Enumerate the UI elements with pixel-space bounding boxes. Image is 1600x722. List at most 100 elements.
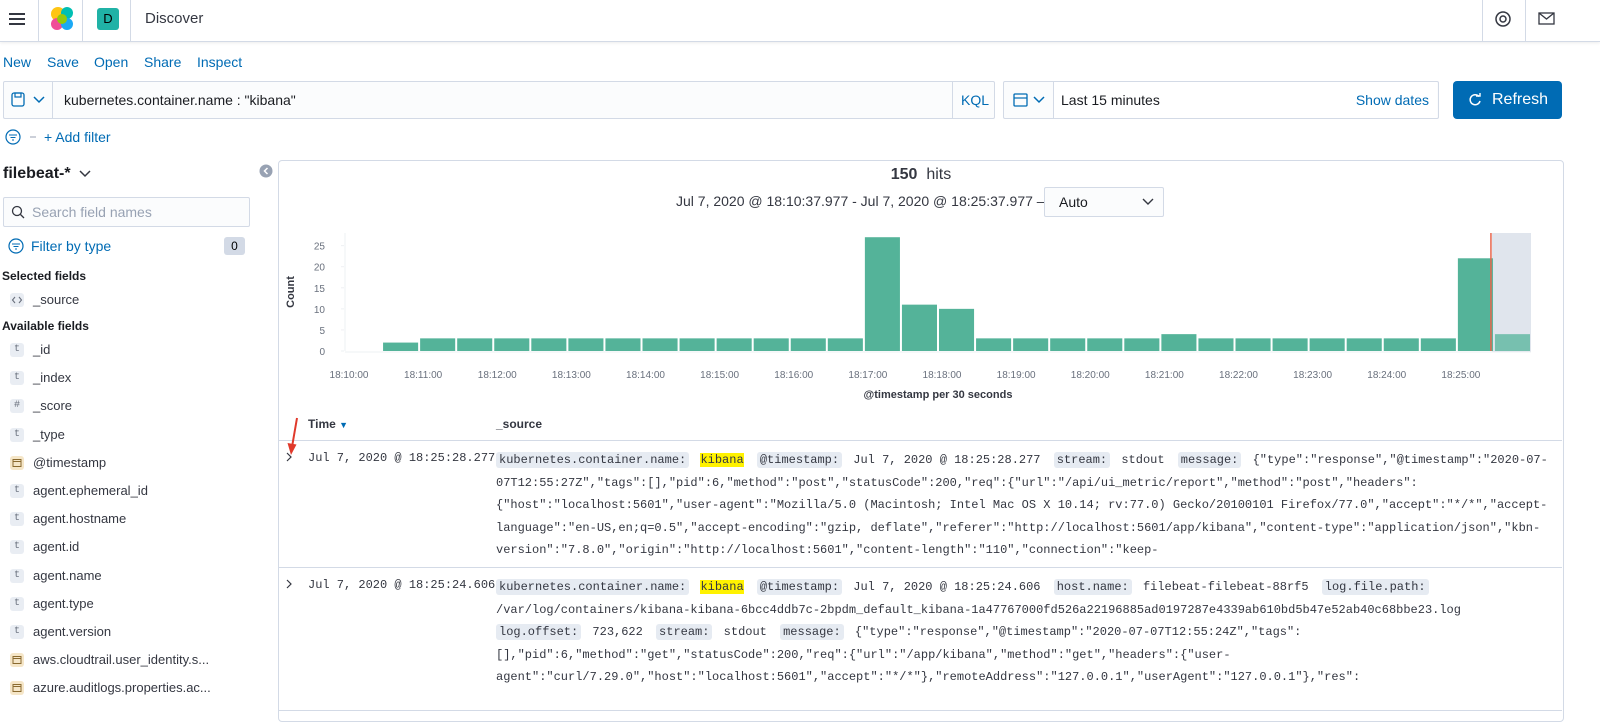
search-placeholder: Search field names <box>32 204 152 220</box>
field-name: azure.auditlogs.properties.ac... <box>33 680 211 696</box>
sort-icon[interactable]: ▼ <box>339 420 349 430</box>
field-item[interactable]: t agent.id <box>0 536 270 558</box>
field-item[interactable]: t _id <box>0 339 270 361</box>
index-pattern[interactable]: filebeat-* <box>3 165 71 182</box>
field-type-icon: t <box>10 427 24 442</box>
query-language-button[interactable]: KQL <box>961 92 990 108</box>
bar <box>568 338 604 351</box>
field-type-icon: t <box>10 568 24 583</box>
page-title: Discover <box>145 10 204 27</box>
field-item[interactable]: @timestamp <box>0 452 270 474</box>
field-key: stream: <box>656 624 713 641</box>
filter-by-type-button[interactable]: Filter by type <box>31 238 112 254</box>
bar <box>605 338 641 351</box>
x-tick-label: 18:13:00 <box>552 370 591 381</box>
refresh-button[interactable]: Refresh <box>1453 81 1562 119</box>
add-filter-button[interactable]: + Add filter <box>44 129 111 145</box>
field-item[interactable]: azure.auditlogs.properties.ac... <box>0 677 270 699</box>
field-type-icon: t <box>10 484 24 498</box>
bar <box>642 338 678 351</box>
field-type-icon: t <box>10 596 24 611</box>
logo[interactable] <box>49 5 75 33</box>
menu-item[interactable]: Inspect <box>197 54 243 70</box>
field-item[interactable]: aws.cloudtrail.user_identity.s... <box>0 649 270 671</box>
refresh-label: Refresh <box>1492 91 1549 108</box>
field-type-icon: # <box>10 399 24 414</box>
mail-icon[interactable] <box>1538 11 1556 27</box>
bar <box>1383 338 1419 351</box>
field-name: agent.name <box>33 567 102 583</box>
bar <box>420 338 456 351</box>
saved-query-button[interactable] <box>10 91 50 109</box>
query-bar: kubernetes.container.name : "kibana" KQL <box>3 81 995 119</box>
chevron <box>286 579 292 589</box>
quick-menu-button[interactable] <box>1012 91 1052 109</box>
x-tick-label: 18:12:00 <box>478 370 517 381</box>
field-item[interactable]: t agent.name <box>0 565 270 587</box>
x-tick-label: 18:15:00 <box>700 370 739 381</box>
field-search[interactable]: Search field names <box>3 197 250 227</box>
index-pattern-chevron[interactable] <box>78 168 92 180</box>
bar <box>531 338 567 351</box>
doc-source: kubernetes.container.name: kibana @times… <box>496 449 1556 562</box>
field-list: _source t _id t _index # _score t _type @timestam… <box>0 0 275 710</box>
doc-source: kubernetes.container.name: kibana @times… <box>496 576 1556 689</box>
bar <box>383 342 419 351</box>
field-key: kubernetes.container.name: <box>496 452 690 468</box>
bar <box>679 338 715 351</box>
x-tick-label: 18:17:00 <box>848 370 887 381</box>
date-picker: Last 15 minutes Show dates <box>1003 81 1439 119</box>
space-badge[interactable]: D <box>97 8 119 30</box>
bar <box>1198 338 1234 351</box>
field-key: message: <box>1177 452 1242 468</box>
menu-item[interactable]: Save <box>47 54 79 70</box>
date-range <box>1053 82 1437 118</box>
field-name: _source <box>33 292 80 307</box>
field-item[interactable]: _source <box>0 289 270 311</box>
x-tick-label: 18:19:00 <box>997 370 1036 381</box>
expand-row-button[interactable] <box>283 578 295 590</box>
field-item[interactable]: t agent.ephemeral_id <box>0 480 270 502</box>
field-type-icon <box>10 293 24 307</box>
field-value: {"type":"response","@timestamp":"2020-07… <box>496 625 1361 685</box>
field-value: Jul 7, 2020 @ 18:25:28.277 <box>853 453 1041 467</box>
field-type-icon: t <box>10 625 24 639</box>
menu-item[interactable]: New <box>3 54 32 70</box>
expand-row-button[interactable] <box>283 451 295 463</box>
field-name: agent.version <box>33 624 112 639</box>
top-nav: D Discover <box>0 0 1600 42</box>
field-item[interactable]: t agent.hostname <box>0 508 270 530</box>
x-tick-label: 18:20:00 <box>1071 370 1110 381</box>
bar <box>1272 338 1308 351</box>
menu-item[interactable]: Open <box>94 54 129 70</box>
menu-button[interactable] <box>8 10 26 28</box>
interval-select[interactable]: Auto <box>1044 187 1164 217</box>
icon-glyph <box>12 656 22 665</box>
field-item[interactable]: t _type <box>0 424 270 446</box>
query-input[interactable]: kubernetes.container.name : "kibana" <box>64 92 296 108</box>
field-item[interactable]: # _score <box>0 395 270 417</box>
time-range[interactable]: Last 15 minutes <box>1061 92 1160 108</box>
field-value: stdout <box>723 625 767 640</box>
hits-label: hits <box>926 166 952 183</box>
field-name: _score <box>33 398 73 414</box>
column-header[interactable]: Time ▼ <box>308 415 348 434</box>
y-tick-label: 10 <box>314 305 326 316</box>
bar <box>1161 334 1197 351</box>
doc-time: Jul 7, 2020 @ 18:25:24.606 <box>308 578 496 592</box>
field-item[interactable]: t agent.type <box>0 593 270 615</box>
section-title: Available fields <box>2 319 89 333</box>
field-type-icon: t <box>10 343 24 357</box>
menu-item[interactable]: Share <box>144 54 182 70</box>
help-icon[interactable] <box>1494 10 1512 28</box>
show-dates-button[interactable]: Show dates <box>1355 92 1429 108</box>
filter-options-button[interactable] <box>4 129 40 145</box>
field-key: log.file.path: <box>1321 579 1429 595</box>
refresh-icon <box>1469 93 1481 106</box>
field-item[interactable]: t agent.version <box>0 621 270 643</box>
collapse-sidebar-button[interactable] <box>259 164 273 178</box>
bar <box>901 304 937 351</box>
field-item[interactable]: t _index <box>0 367 270 389</box>
y-tick-label: 5 <box>319 326 325 337</box>
doc-time: Jul 7, 2020 @ 18:25:28.277 <box>308 451 496 465</box>
